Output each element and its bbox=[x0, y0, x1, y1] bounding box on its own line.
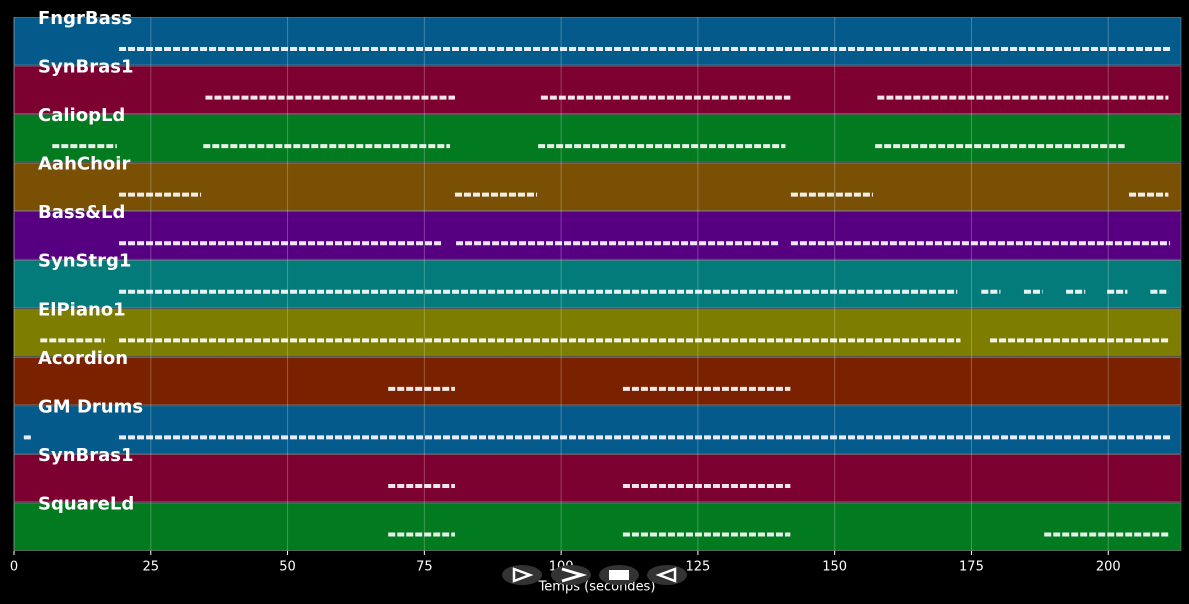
grid bbox=[13, 17, 1109, 551]
track-row bbox=[13, 357, 1182, 406]
notes bbox=[23, 47, 1171, 537]
track-label: SynStrg1 bbox=[38, 251, 131, 272]
track-row bbox=[13, 114, 1182, 163]
track-row bbox=[13, 308, 1182, 357]
playback-controls bbox=[502, 565, 687, 585]
x-tick-label: 75 bbox=[416, 560, 433, 575]
x-tick-label: 175 bbox=[959, 560, 984, 575]
track-row bbox=[13, 502, 1182, 551]
x-tick-label: 0 bbox=[10, 560, 18, 575]
x-tick-label: 25 bbox=[143, 560, 160, 575]
track-row bbox=[13, 17, 1182, 66]
track-row bbox=[13, 405, 1182, 454]
track-label: Acordion bbox=[38, 348, 128, 369]
play-button[interactable] bbox=[502, 565, 542, 585]
forward-button[interactable] bbox=[551, 565, 591, 585]
track-label: Bass&Ld bbox=[38, 202, 125, 223]
track-label: CaliopLd bbox=[38, 105, 125, 126]
tracks bbox=[13, 17, 1182, 551]
track-label: ElPiano1 bbox=[38, 299, 126, 320]
track-row bbox=[13, 211, 1182, 260]
rewind-button[interactable] bbox=[647, 565, 687, 585]
track-label: SynBras1 bbox=[38, 57, 134, 78]
track-label: AahChoir bbox=[38, 154, 130, 175]
x-tick-label: 200 bbox=[1096, 560, 1121, 575]
track-row bbox=[13, 162, 1182, 211]
track-label: FngrBass bbox=[38, 8, 132, 29]
x-tick-label: 125 bbox=[685, 560, 710, 575]
x-axis-label: Temps (secondes) bbox=[538, 580, 656, 595]
track-row bbox=[13, 454, 1182, 503]
track-label: GM Drums bbox=[38, 396, 143, 417]
track-label: SynBras1 bbox=[38, 445, 134, 466]
track-labels: FngrBass SynBras1 CaliopLd AahChoir Bass&Ld S… bbox=[38, 8, 143, 514]
track-row bbox=[13, 259, 1182, 309]
stop-button[interactable] bbox=[599, 565, 639, 585]
x-tick-label: 50 bbox=[279, 560, 296, 575]
track-row bbox=[13, 65, 1182, 114]
track-label: SquareLd bbox=[38, 493, 134, 514]
x-tick-label: 150 bbox=[822, 560, 847, 575]
